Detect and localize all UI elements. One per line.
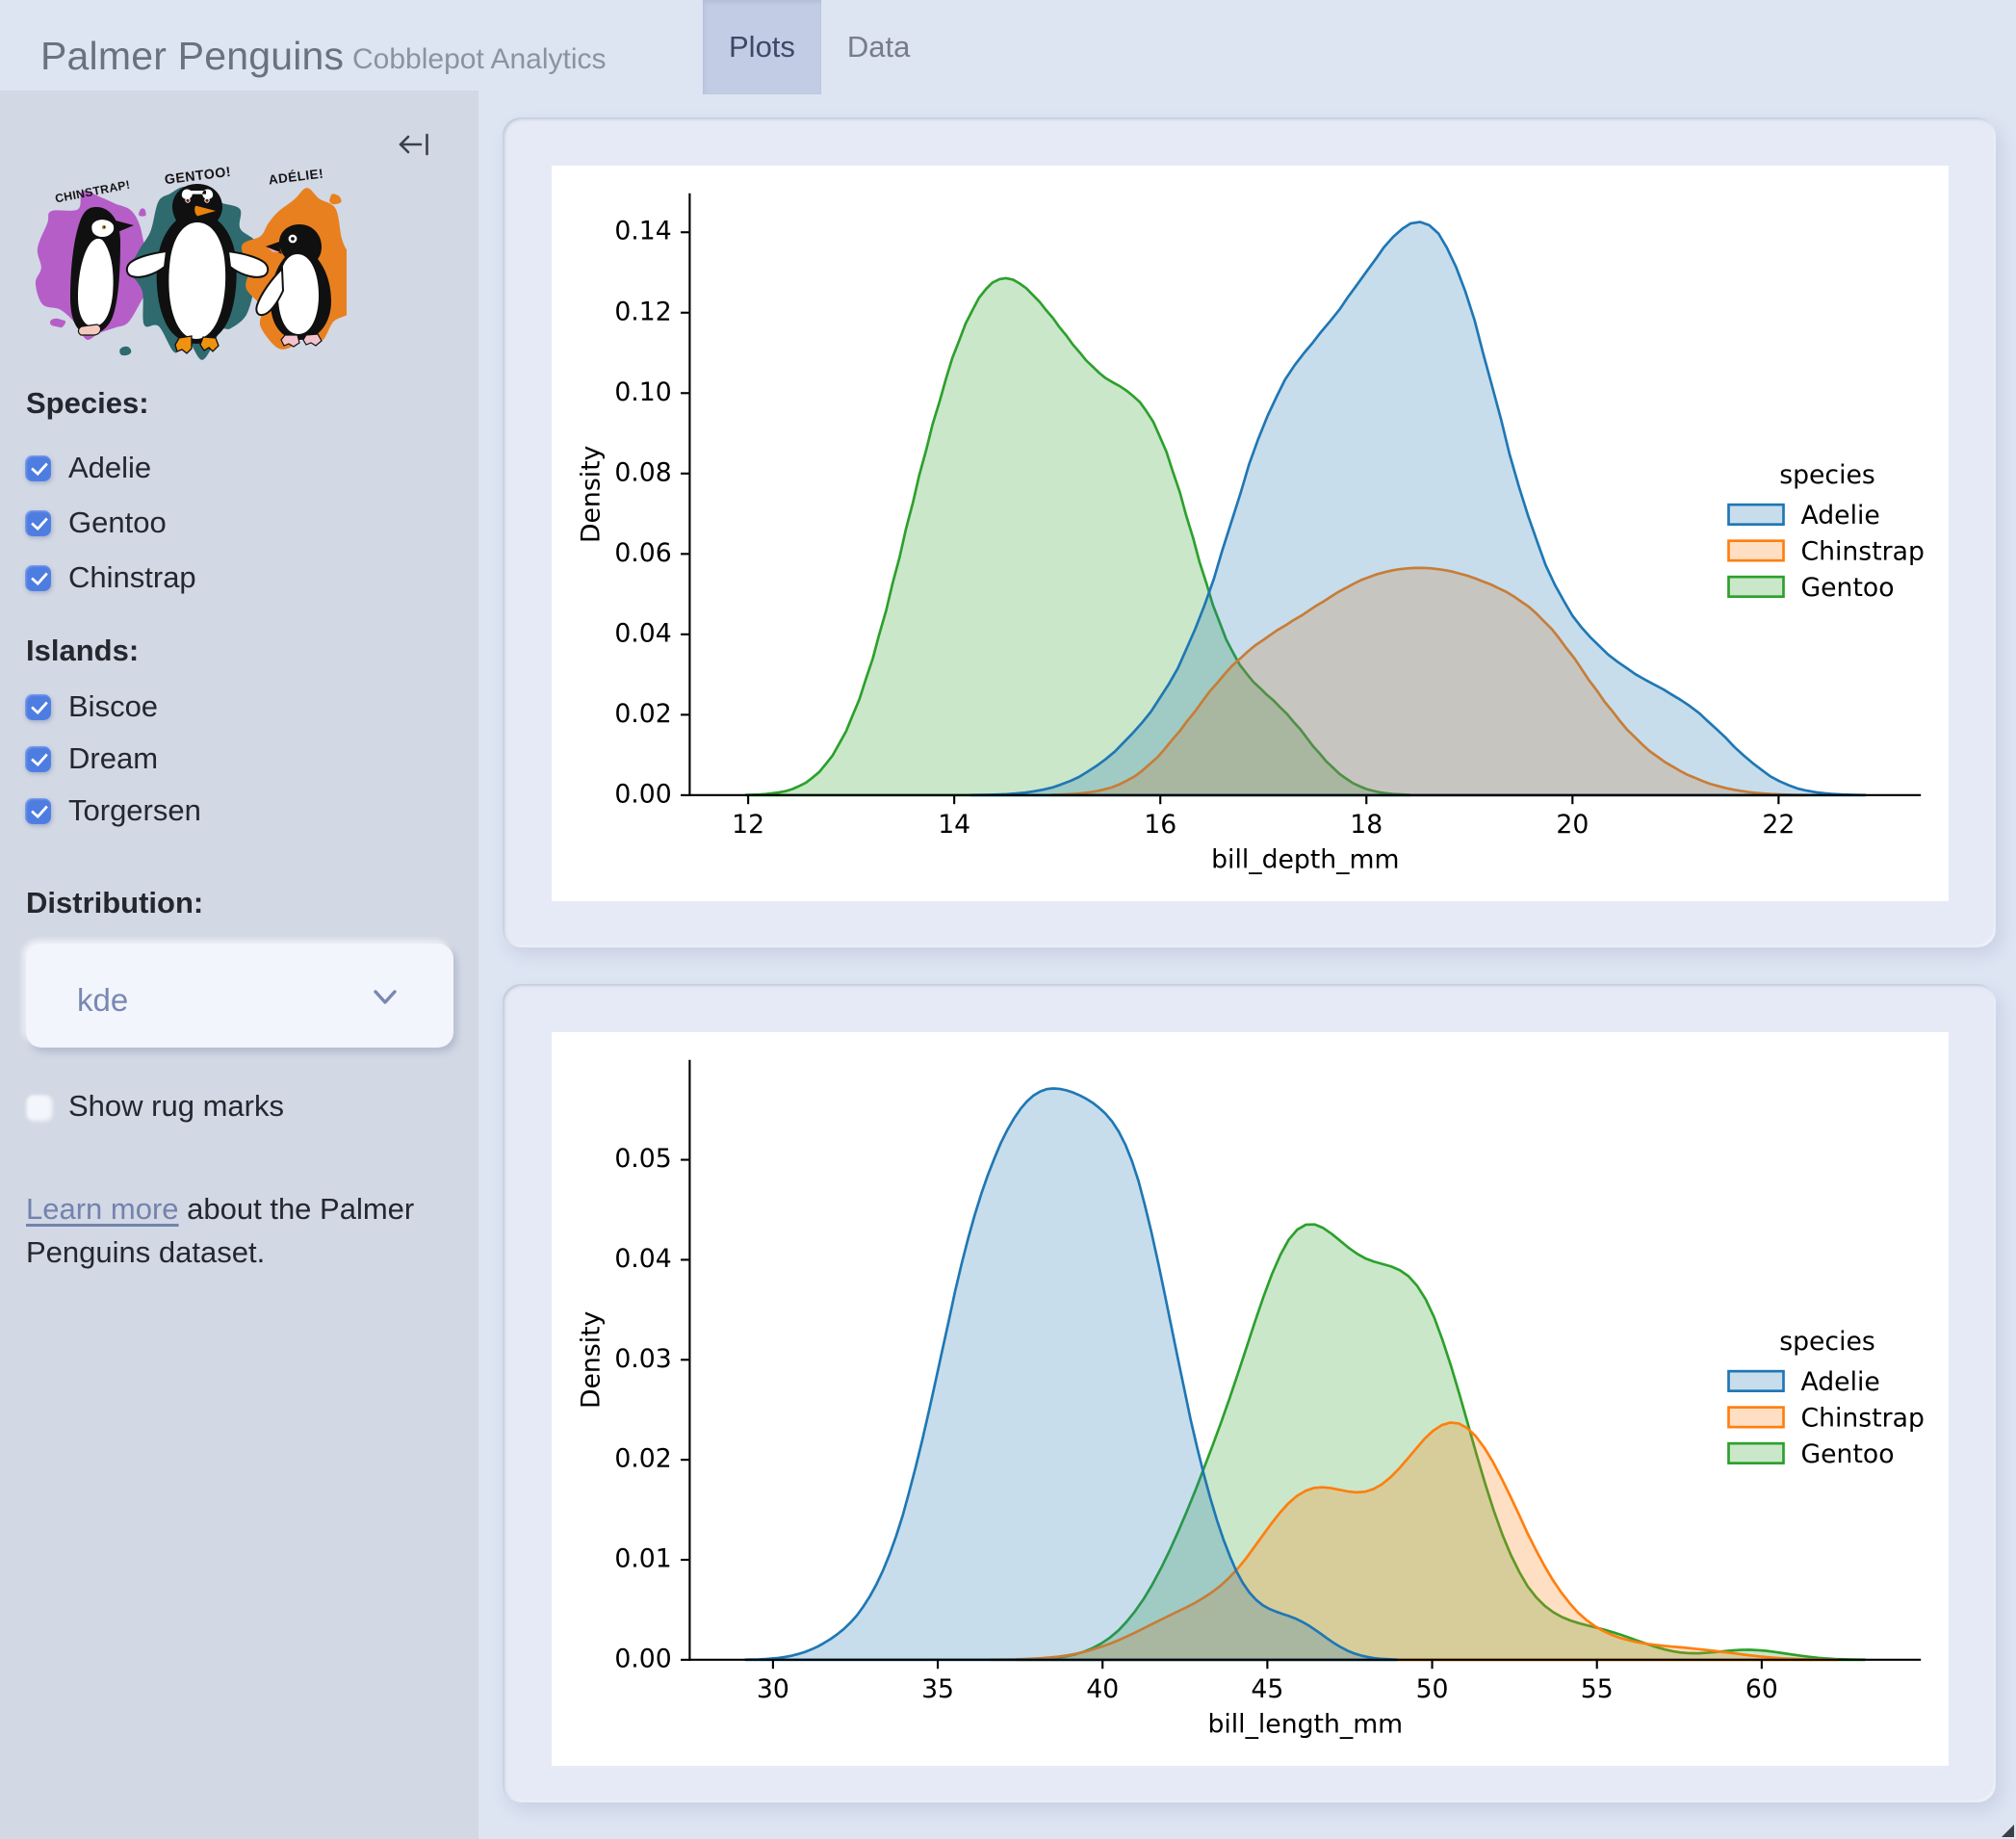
y-tick-label: 0.02 — [614, 699, 671, 729]
app-subtitle: Cobblepot Analytics — [352, 43, 607, 75]
x-tick-label: 12 — [732, 810, 764, 840]
legend-label-gentoo: Gentoo — [1800, 573, 1894, 603]
x-axis-label: bill_length_mm — [1207, 1710, 1403, 1740]
checkbox-torgersen[interactable] — [25, 797, 51, 824]
checkbox-gentoo[interactable] — [25, 509, 51, 536]
x-tick-label: 16 — [1144, 810, 1176, 840]
checkbox-chinstrap[interactable] — [25, 564, 51, 591]
y-tick-label: 0.08 — [614, 458, 671, 488]
distribution-select-value: kde — [77, 982, 129, 1018]
checkbox-label-chinstrap[interactable]: Chinstrap — [68, 560, 196, 594]
kde-plot-bill-length: 30 35 40 45 50 55 60 0.00 0.01 0.02 0.03 0.04 0.05 bi… — [551, 1032, 1949, 1767]
checkbox-row-adelie: Adelie — [25, 451, 151, 485]
y-tick-label: 0.00 — [614, 780, 671, 810]
y-tick-label: 0.04 — [614, 1244, 671, 1274]
x-tick-label: 50 — [1415, 1674, 1448, 1704]
y-axis-label: Density — [576, 446, 606, 543]
checkbox-biscoe[interactable] — [25, 693, 51, 720]
x-tick-label: 55 — [1580, 1674, 1613, 1704]
x-tick-label: 60 — [1745, 1674, 1777, 1704]
y-tick-label: 0.04 — [614, 619, 671, 649]
chevron-down-icon — [374, 990, 397, 1004]
y-tick-label: 0.10 — [614, 377, 671, 407]
x-tick-label: 40 — [1086, 1674, 1119, 1704]
y-tick-label: 0.05 — [614, 1144, 671, 1174]
y-tick-label: 0.00 — [614, 1645, 671, 1674]
tab-data[interactable]: Data — [846, 30, 911, 64]
tab-plots[interactable]: Plots — [703, 0, 821, 94]
adelie-penguin — [255, 224, 331, 348]
legend-swatch-chinstrap — [1726, 1406, 1785, 1429]
x-axis-label: bill_depth_mm — [1211, 845, 1399, 875]
kde-area-chinstrap — [988, 1421, 1839, 1662]
page-resize-grip[interactable] — [2002, 1825, 2014, 1837]
nav-tabs: Plots Data — [703, 0, 936, 94]
kde-area-adelie — [969, 220, 1867, 797]
y-tick-label: 0.06 — [614, 538, 671, 568]
distribution-label: Distribution: — [26, 886, 204, 920]
distribution-select[interactable]: kde — [26, 944, 453, 1048]
learn-more-text: Learn more about the Palmer Penguins data… — [26, 1192, 415, 1269]
x-tick-label: 30 — [756, 1674, 788, 1704]
artwork-label-adelie: ADÉLIE! — [268, 167, 324, 188]
checkbox-row-rug: Show rug marks — [25, 1089, 284, 1124]
legend-label-chinstrap: Chinstrap — [1800, 537, 1924, 567]
x-tick-label: 18 — [1350, 810, 1383, 840]
penguins-artwork: CHINSTRAP! GENTOO! ADÉLIE! — [35, 165, 347, 360]
legend-swatch-chinstrap — [1726, 539, 1785, 562]
legend-label-gentoo: Gentoo — [1800, 1439, 1894, 1469]
legend-swatch-adelie — [1726, 504, 1785, 527]
legend-swatch-gentoo — [1726, 1442, 1785, 1465]
navbar: Palmer Penguins Cobblepot Analytics Plot… — [0, 0, 2016, 94]
y-tick-label: 0.12 — [614, 298, 671, 327]
checkbox-adelie[interactable] — [25, 454, 51, 481]
kde-area-gentoo — [744, 276, 1411, 797]
kde-plot-bill-depth: 12 14 16 18 20 22 0.00 0.02 0.04 0.06 0.08 0.10 0.12… — [551, 166, 1949, 902]
y-axis-label: Density — [576, 1311, 606, 1409]
x-tick-label: 45 — [1251, 1674, 1283, 1704]
y-tick-label: 0.14 — [614, 217, 671, 246]
legend-swatch-adelie — [1726, 1370, 1785, 1393]
x-tick-label: 22 — [1762, 810, 1795, 840]
legend-label-chinstrap: Chinstrap — [1800, 1404, 1924, 1434]
legend-label-adelie: Adelie — [1800, 501, 1879, 531]
checkbox-row-gentoo: Gentoo — [25, 505, 167, 540]
checkbox-label-rug[interactable]: Show rug marks — [68, 1089, 284, 1123]
y-tick-label: 0.03 — [614, 1344, 671, 1374]
x-tick-label: 20 — [1556, 810, 1589, 840]
sidebar-collapse-button[interactable] — [392, 122, 434, 167]
checkbox-row-torgersen: Torgersen — [25, 793, 201, 828]
checkbox-label-torgersen[interactable]: Torgersen — [68, 793, 201, 827]
x-tick-label: 35 — [921, 1674, 954, 1704]
legend-swatch-gentoo — [1726, 576, 1785, 599]
y-tick-label: 0.01 — [614, 1544, 671, 1574]
gentoo-penguin — [125, 184, 270, 354]
checkbox-label-adelie[interactable]: Adelie — [68, 451, 152, 484]
checkbox-label-dream[interactable]: Dream — [68, 741, 159, 775]
arrow-left-to-line-icon — [399, 133, 428, 156]
legend-title: species — [1779, 460, 1875, 490]
checkbox-row-chinstrap: Chinstrap — [25, 560, 196, 595]
species-group-label: Species: — [26, 386, 149, 420]
chinstrap-penguin — [70, 207, 134, 336]
kde-area-adelie — [743, 1087, 1398, 1662]
islands-group-label: Islands: — [26, 634, 140, 667]
checkbox-row-biscoe: Biscoe — [25, 689, 158, 724]
sidebar: CHINSTRAP! GENTOO! ADÉLIE! Species: Adel… — [0, 91, 478, 1839]
legend-label-adelie: Adelie — [1800, 1367, 1879, 1397]
x-tick-label: 14 — [938, 810, 970, 840]
learn-more-link[interactable]: Learn more — [26, 1192, 179, 1226]
kde-area-chinstrap — [1048, 566, 1808, 797]
checkbox-rug[interactable] — [25, 1093, 51, 1120]
legend-title: species — [1779, 1327, 1875, 1357]
y-tick-label: 0.02 — [614, 1444, 671, 1474]
checkbox-dream[interactable] — [25, 745, 51, 772]
checkbox-label-gentoo[interactable]: Gentoo — [68, 505, 167, 539]
checkbox-label-biscoe[interactable]: Biscoe — [68, 689, 159, 723]
checkbox-row-dream: Dream — [25, 741, 158, 776]
app-title: Palmer Penguins — [40, 34, 345, 78]
